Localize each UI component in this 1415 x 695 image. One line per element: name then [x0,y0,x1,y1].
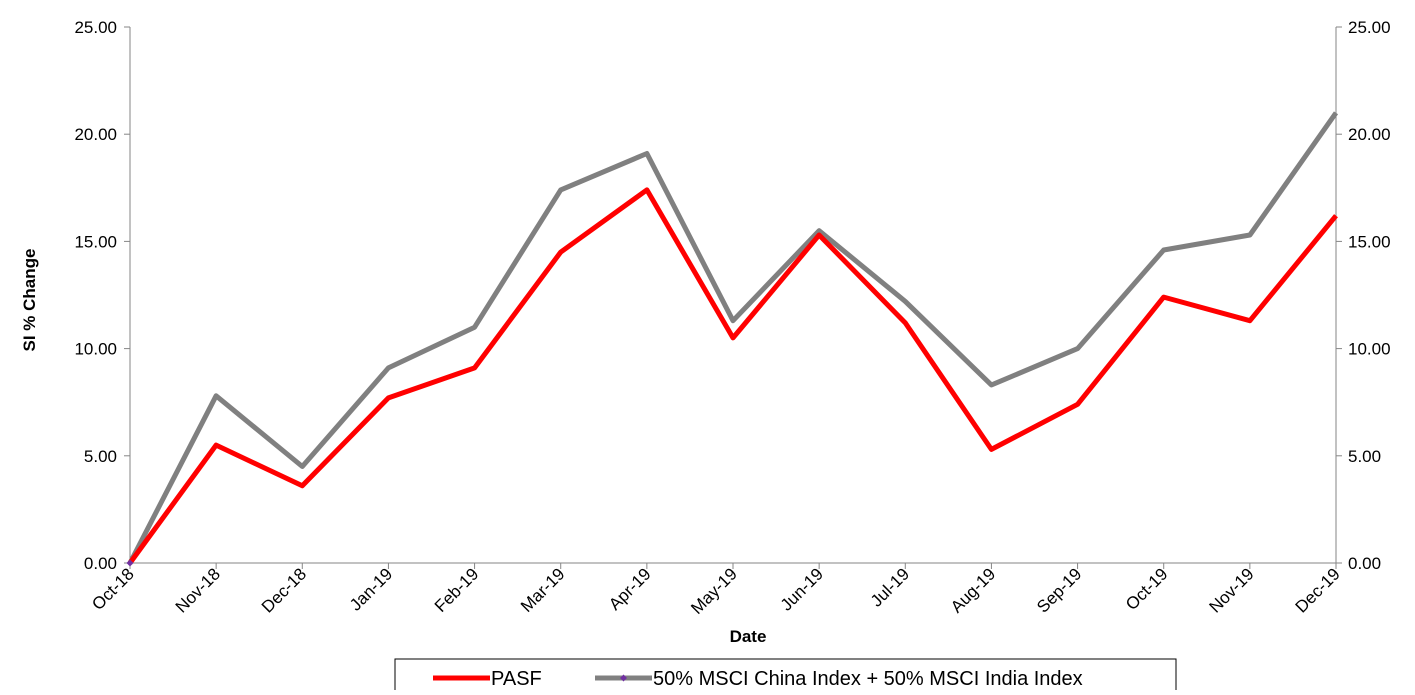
x-tick-label: Dec-19 [1292,564,1344,616]
x-tick-label: Sep-19 [1033,564,1085,616]
y-tick-label: 15.00 [74,232,117,251]
y2-tick-label: 25.00 [1348,18,1391,37]
legend-label-benchmark: 50% MSCI China Index + 50% MSCI India In… [653,668,1083,690]
y-axis-title: SI % Change [20,249,39,352]
x-tick-label: Nov-19 [1205,564,1257,616]
y2-tick-label: 5.00 [1348,447,1381,466]
x-tick-label: Jun-19 [777,564,827,614]
legend-box [394,658,1177,693]
x-tick-label: Aug-19 [947,564,999,616]
x-tick-label: Nov-18 [172,564,224,616]
legend-label-pasf: PASF [491,668,542,690]
y-axis-ticks: 0.00 5.00 10.00 15.00 20.00 25.00 [74,18,130,573]
legend-marker-benchmark [620,674,627,682]
x-tick-label: Oct-19 [1122,564,1172,614]
series-line-1 [127,111,1339,565]
y-tick-label: 5.00 [84,447,117,466]
series-line-0 [127,187,1338,565]
x-tick-label: Mar-19 [517,564,569,616]
series-layer [126,111,1339,567]
y2-tick-label: 20.00 [1348,125,1391,144]
y-tick-label: 25.00 [74,18,117,37]
y-tick-label: 0.00 [84,554,117,573]
legend: PASF 50% MSCI China Index + 50% MSCI Ind… [394,658,1177,693]
x-axis-title: Date [730,627,767,646]
x-tick-label: Jul-19 [867,564,913,610]
x-tick-label: Dec-18 [258,564,310,616]
x-tick-label: Apr-19 [605,564,655,614]
axes [129,27,1337,564]
y2-tick-label: 10.00 [1348,340,1391,359]
x-tick-label: Feb-19 [431,564,483,616]
y-tick-label: 20.00 [74,125,117,144]
x-axis-ticks: Oct-18 Nov-18 Dec-18 Jan-19 Feb-19 Mar-19 Apr-… [88,563,1344,618]
y-tick-label: 10.00 [74,340,117,359]
y2-tick-label: 0.00 [1348,554,1381,573]
series-marker-origin [126,559,134,567]
x-tick-label: Jan-19 [346,564,396,614]
y2-tick-label: 15.00 [1348,232,1391,251]
x-tick-label: May-19 [687,564,741,618]
y2-axis-ticks: 0.00 5.00 10.00 15.00 20.00 25.00 [1336,18,1391,573]
